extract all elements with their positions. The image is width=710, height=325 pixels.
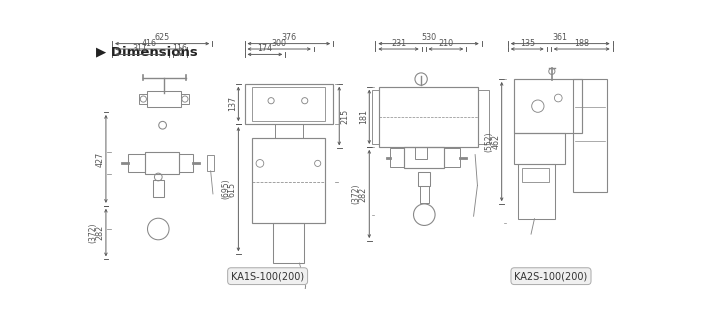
- Bar: [179, 154, 193, 172]
- Text: (695): (695): [221, 179, 230, 200]
- Text: 231: 231: [391, 39, 406, 48]
- Text: 174: 174: [257, 44, 273, 53]
- Bar: [252, 87, 325, 121]
- Text: 427: 427: [95, 151, 104, 166]
- Bar: [514, 133, 565, 164]
- Bar: [573, 79, 607, 191]
- Text: (372): (372): [351, 184, 361, 204]
- Bar: [418, 172, 430, 186]
- Bar: [522, 168, 549, 182]
- Bar: [420, 186, 429, 203]
- Text: KA1S-100(200): KA1S-100(200): [231, 271, 304, 281]
- Text: (552): (552): [484, 131, 493, 152]
- Text: 300: 300: [272, 39, 287, 48]
- Bar: [146, 152, 179, 174]
- Text: ▶ Dimensions: ▶ Dimensions: [96, 45, 197, 58]
- Text: 181: 181: [359, 109, 368, 124]
- Text: 116: 116: [172, 44, 187, 53]
- Bar: [444, 149, 459, 167]
- Bar: [252, 138, 325, 223]
- Bar: [404, 147, 444, 168]
- Text: KA2S-100(200): KA2S-100(200): [514, 271, 588, 281]
- Text: 311: 311: [133, 44, 148, 53]
- Bar: [244, 84, 333, 124]
- Text: 135: 135: [520, 39, 535, 48]
- Text: (372): (372): [89, 222, 97, 243]
- Text: 416: 416: [142, 39, 157, 48]
- Bar: [518, 164, 555, 219]
- Bar: [139, 94, 147, 104]
- Text: 188: 188: [574, 39, 589, 48]
- Text: 376: 376: [281, 33, 296, 43]
- Bar: [275, 124, 302, 138]
- Text: 210: 210: [438, 39, 454, 48]
- Text: 530: 530: [421, 33, 436, 43]
- Bar: [371, 90, 379, 144]
- Bar: [379, 87, 478, 147]
- Text: 282: 282: [359, 186, 368, 202]
- Text: 215: 215: [341, 109, 350, 124]
- Bar: [147, 91, 181, 107]
- Text: 137: 137: [228, 97, 237, 111]
- Bar: [273, 223, 304, 263]
- Bar: [129, 154, 146, 172]
- Bar: [391, 149, 404, 167]
- Text: 625: 625: [155, 33, 170, 43]
- Text: 462: 462: [491, 134, 500, 149]
- Bar: [181, 94, 189, 104]
- Bar: [478, 90, 488, 144]
- Bar: [415, 147, 427, 159]
- Bar: [207, 155, 214, 171]
- Bar: [514, 79, 582, 133]
- Text: 282: 282: [95, 225, 104, 240]
- Text: 615: 615: [228, 182, 237, 197]
- Text: 361: 361: [552, 33, 568, 43]
- Bar: [153, 180, 164, 197]
